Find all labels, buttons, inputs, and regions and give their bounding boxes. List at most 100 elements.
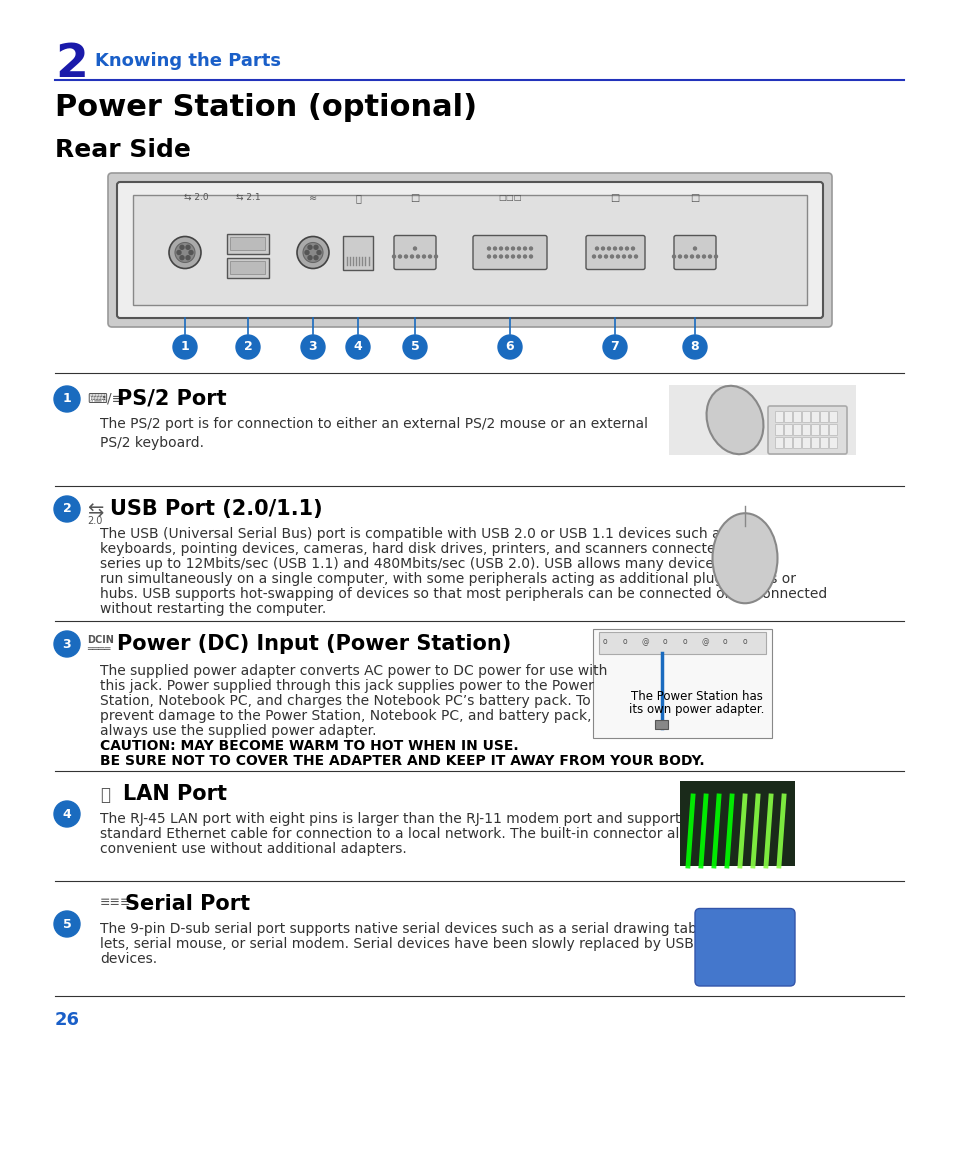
Circle shape [696, 255, 699, 258]
FancyBboxPatch shape [679, 781, 794, 866]
Text: DCIN: DCIN [87, 635, 113, 644]
Text: ⇆ 2.0: ⇆ 2.0 [184, 193, 208, 202]
Circle shape [186, 245, 190, 249]
Circle shape [410, 255, 413, 258]
Text: Knowing the Parts: Knowing the Parts [95, 52, 281, 70]
Text: Power (DC) Input (Power Station): Power (DC) Input (Power Station) [117, 634, 511, 654]
Text: series up to 12Mbits/sec (USB 1.1) and 480Mbits/sec (USB 2.0). USB allows many d: series up to 12Mbits/sec (USB 1.1) and 4… [100, 557, 739, 571]
FancyBboxPatch shape [820, 411, 827, 423]
Text: keyboards, pointing devices, cameras, hard disk drives, printers, and scanners c: keyboards, pointing devices, cameras, ha… [100, 542, 754, 556]
Text: o: o [662, 638, 666, 647]
Circle shape [189, 251, 193, 254]
FancyBboxPatch shape [775, 411, 782, 423]
Text: 8: 8 [690, 341, 699, 353]
FancyBboxPatch shape [783, 411, 792, 423]
Circle shape [523, 255, 526, 258]
Circle shape [529, 255, 532, 258]
Text: always use the supplied power adapter.: always use the supplied power adapter. [100, 724, 380, 738]
FancyBboxPatch shape [783, 438, 792, 448]
Text: @: @ [700, 638, 708, 647]
FancyBboxPatch shape [828, 438, 837, 448]
Text: □: □ [690, 193, 699, 203]
Text: devices.: devices. [100, 952, 157, 966]
FancyBboxPatch shape [775, 425, 782, 435]
FancyBboxPatch shape [767, 407, 846, 454]
Circle shape [180, 245, 184, 249]
Circle shape [517, 255, 520, 258]
Circle shape [308, 255, 312, 260]
Circle shape [517, 247, 520, 249]
Text: ⌨/≡: ⌨/≡ [87, 392, 123, 405]
Circle shape [613, 247, 616, 249]
Text: without restarting the computer.: without restarting the computer. [100, 602, 326, 616]
Circle shape [316, 251, 320, 254]
Text: The PS/2 port is for connection to either an external PS/2 mouse or an external
: The PS/2 port is for connection to eithe… [100, 417, 647, 450]
FancyBboxPatch shape [695, 909, 794, 986]
Circle shape [174, 243, 194, 262]
Text: ════: ════ [87, 644, 111, 654]
Text: o: o [622, 638, 627, 647]
Text: 5: 5 [63, 917, 71, 931]
FancyBboxPatch shape [473, 236, 546, 269]
Text: 4: 4 [354, 341, 362, 353]
Text: Serial Port: Serial Port [125, 894, 250, 914]
Circle shape [404, 255, 407, 258]
Circle shape [714, 255, 717, 258]
Circle shape [511, 247, 514, 249]
Text: 4: 4 [63, 807, 71, 820]
Text: ⎕: ⎕ [355, 193, 360, 203]
Circle shape [529, 247, 532, 249]
Circle shape [682, 335, 706, 359]
Circle shape [505, 247, 508, 249]
FancyBboxPatch shape [801, 411, 810, 423]
Circle shape [392, 255, 395, 258]
Text: ≡≡≡: ≡≡≡ [100, 896, 132, 909]
FancyBboxPatch shape [108, 173, 831, 327]
Text: The Power Station has: The Power Station has [630, 690, 762, 702]
FancyBboxPatch shape [231, 237, 265, 249]
Circle shape [601, 247, 604, 249]
Circle shape [54, 495, 80, 522]
Circle shape [186, 255, 190, 260]
Circle shape [631, 247, 634, 249]
FancyBboxPatch shape [820, 425, 827, 435]
Circle shape [487, 247, 490, 249]
Circle shape [598, 255, 601, 258]
FancyBboxPatch shape [793, 438, 801, 448]
Ellipse shape [712, 513, 777, 603]
FancyBboxPatch shape [668, 385, 855, 455]
Circle shape [303, 243, 323, 262]
Text: 3: 3 [63, 638, 71, 650]
Text: The supplied power adapter converts AC power to DC power for use with: The supplied power adapter converts AC p… [100, 664, 607, 678]
Circle shape [607, 247, 610, 249]
Text: 2.0: 2.0 [87, 516, 102, 526]
Circle shape [54, 911, 80, 937]
FancyBboxPatch shape [775, 438, 782, 448]
Text: The 9-pin D-sub serial port supports native serial devices such as a serial draw: The 9-pin D-sub serial port supports nat… [100, 922, 701, 936]
Text: ⇆ 2.1: ⇆ 2.1 [235, 193, 260, 202]
FancyBboxPatch shape [593, 629, 771, 738]
Text: LAN Port: LAN Port [123, 784, 227, 804]
Text: standard Ethernet cable for connection to a local network. The built-in connecto: standard Ethernet cable for connection t… [100, 827, 709, 841]
Circle shape [308, 245, 312, 249]
Text: run simultaneously on a single computer, with some peripherals acting as additio: run simultaneously on a single computer,… [100, 572, 795, 586]
FancyBboxPatch shape [598, 632, 765, 654]
Circle shape [422, 255, 425, 258]
Circle shape [314, 245, 317, 249]
FancyBboxPatch shape [828, 411, 837, 423]
FancyBboxPatch shape [231, 261, 265, 274]
Text: lets, serial mouse, or serial modem. Serial devices have been slowly replaced by: lets, serial mouse, or serial modem. Ser… [100, 937, 693, 951]
Text: 2: 2 [55, 42, 88, 87]
Text: hubs. USB supports hot-swapping of devices so that most peripherals can be conne: hubs. USB supports hot-swapping of devic… [100, 587, 826, 601]
Circle shape [434, 255, 437, 258]
Text: The USB (Universal Serial Bus) port is compatible with USB 2.0 or USB 1.1 device: The USB (Universal Serial Bus) port is c… [100, 527, 727, 541]
Circle shape [172, 335, 196, 359]
Circle shape [499, 247, 502, 249]
Text: 2: 2 [63, 502, 71, 515]
Text: 1: 1 [63, 393, 71, 405]
Text: o: o [722, 638, 726, 647]
Ellipse shape [706, 386, 762, 454]
Circle shape [177, 251, 181, 254]
FancyBboxPatch shape [227, 233, 269, 253]
FancyBboxPatch shape [394, 236, 436, 269]
